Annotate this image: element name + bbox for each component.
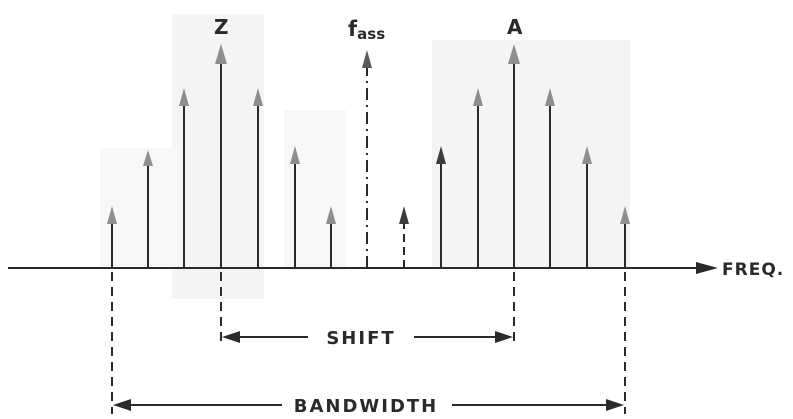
- bandwidth-arrow-left: [113, 399, 131, 411]
- spectral-line-arrowhead: [179, 88, 189, 106]
- right-sideband-lines: [436, 44, 630, 268]
- bandwidth-arrow-right: [606, 399, 624, 411]
- z-carrier-arrowhead: [215, 44, 227, 64]
- spectral-line-arrowhead: [582, 146, 592, 164]
- shift-label: SHIFT: [326, 328, 395, 349]
- f-sub: ass: [357, 25, 385, 43]
- shift-arrow-right: [495, 331, 513, 343]
- shade-left-mid: [284, 110, 346, 270]
- bandwidth-dimension: BANDWIDTH: [113, 396, 624, 417]
- spectral-line-arrowhead: [253, 88, 263, 106]
- spectral-line-arrowhead: [545, 88, 555, 106]
- spectral-line-arrowhead: [290, 146, 300, 164]
- spectral-line-arrowhead: [399, 206, 409, 224]
- f-main: f: [348, 17, 358, 41]
- z-label: Z: [214, 15, 229, 39]
- shift-arrow-left: [222, 331, 240, 343]
- frequency-axis-arrowhead: [696, 262, 718, 274]
- spectral-line-arrowhead: [473, 88, 483, 106]
- assigned-frequency-label: fass: [348, 17, 385, 43]
- a-carrier-arrowhead: [508, 44, 520, 64]
- spectral-line-arrowhead: [143, 150, 153, 166]
- spectral-line-arrowhead: [620, 206, 630, 224]
- freq-label: FREQ.: [722, 260, 784, 280]
- spectral-line-arrowhead: [436, 146, 446, 164]
- spectral-line-arrowhead: [107, 206, 117, 224]
- spectral-line-arrowhead: [326, 206, 336, 224]
- a-label: A: [507, 15, 523, 39]
- left-sideband-lines: [107, 44, 336, 268]
- assigned-frequency-arrowhead: [362, 50, 372, 68]
- shift-dimension: SHIFT: [222, 328, 513, 349]
- assigned-frequency-marker: fass: [348, 17, 409, 268]
- bandwidth-label: BANDWIDTH: [294, 396, 439, 417]
- shade-right-tall: [432, 40, 630, 268]
